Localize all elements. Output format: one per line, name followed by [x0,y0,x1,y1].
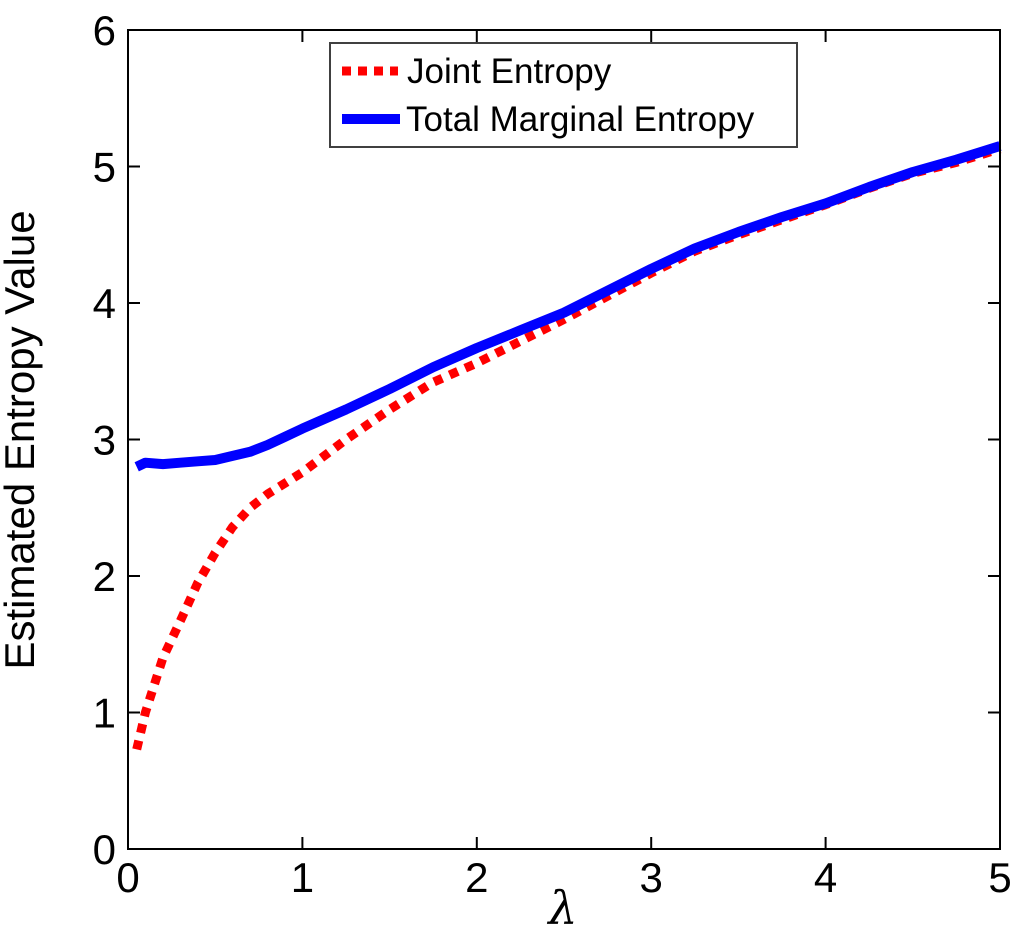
x-tick-label: 2 [465,854,488,901]
y-axis-label: Estimated Entropy Value [0,210,43,669]
y-tick-label: 2 [93,553,116,600]
legend-box [329,42,798,148]
y-tick-label: 0 [93,826,116,873]
total-marginal-entropy-curve [134,141,1002,472]
x-tick-label: 4 [814,854,837,901]
legend-label-joint-entropy: Joint Entropy [407,52,612,91]
x-tick-label: 1 [291,854,314,901]
y-tick-label: 1 [93,690,116,737]
x-axis-label: λ [546,881,577,935]
legend: Joint Entropy Total Marginal Entropy [329,42,798,148]
y-tick-label: 5 [93,144,116,191]
plot-border [127,29,1001,850]
legend-label-total-marginal-entropy: Total Marginal Entropy [406,100,755,139]
data-curves [132,141,1002,751]
x-tick-label: 5 [988,854,1011,901]
y-tick-label: 4 [93,280,116,327]
x-tick-label: 3 [640,854,663,901]
x-tick-label: 0 [116,854,139,901]
y-tick-label: 3 [93,417,116,464]
y-tick-label: 6 [93,7,116,54]
